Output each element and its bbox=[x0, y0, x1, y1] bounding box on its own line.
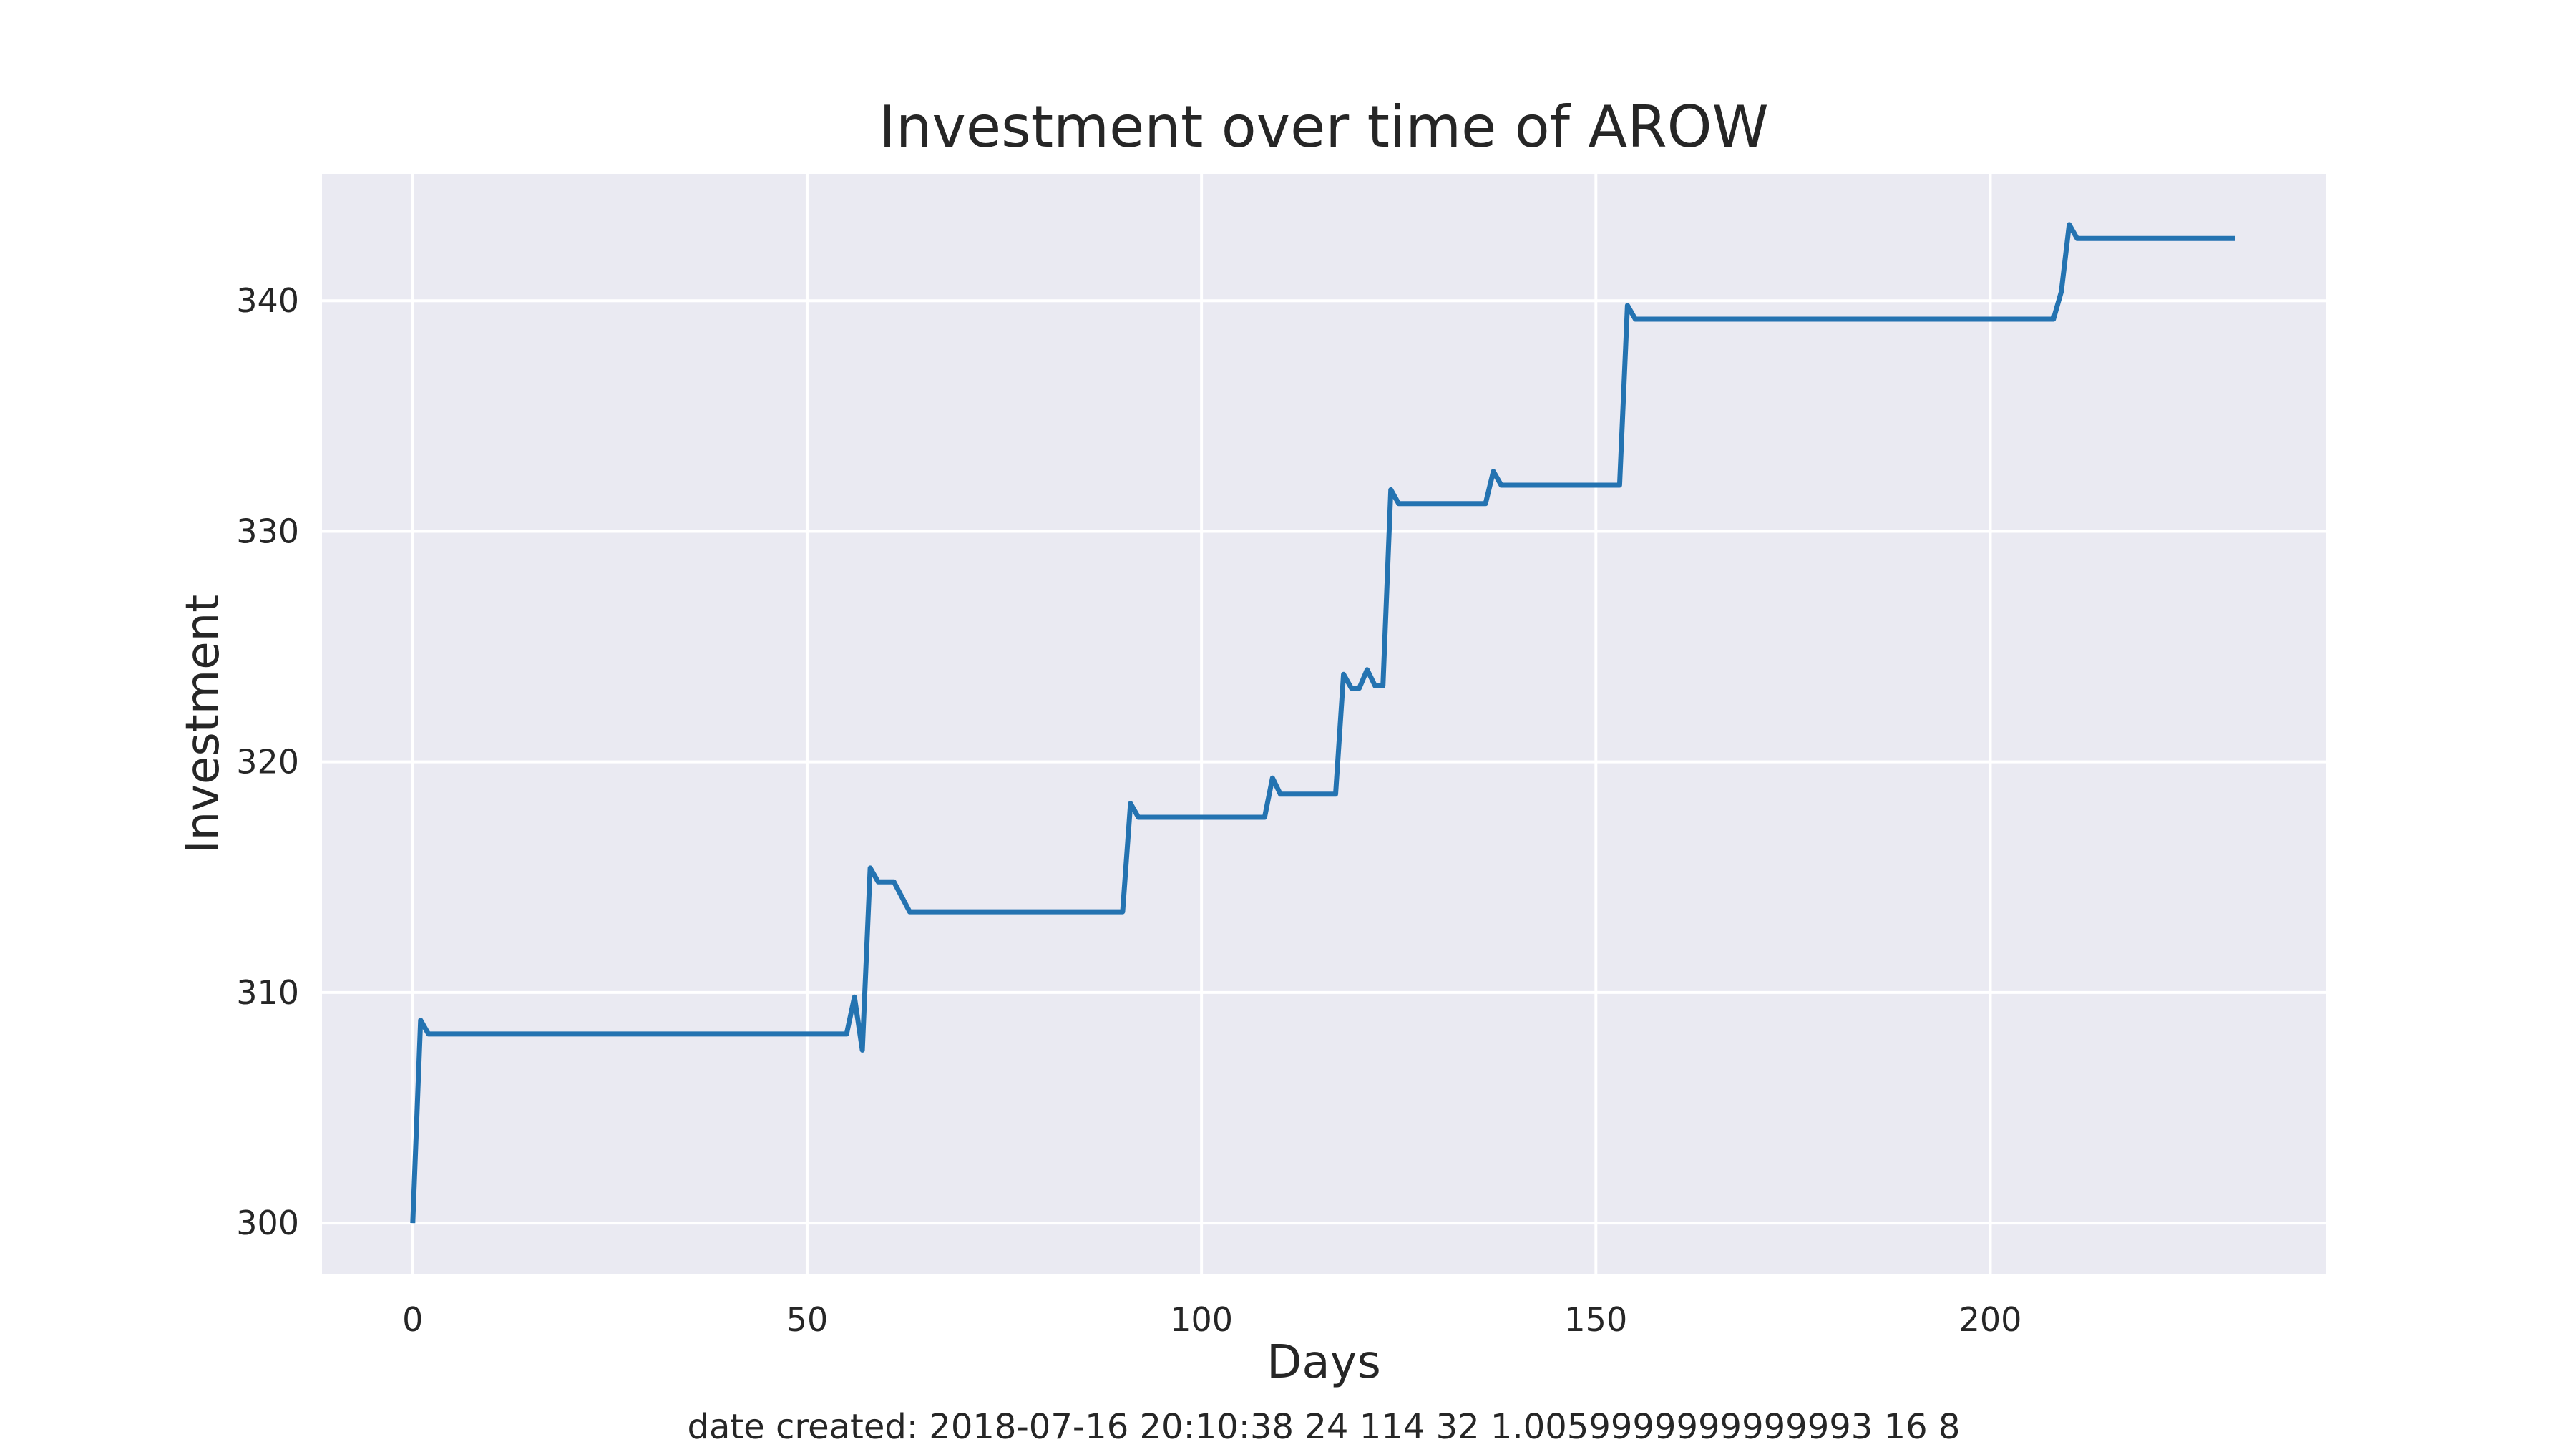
x-tick-label: 150 bbox=[1564, 1300, 1627, 1339]
y-tick-label: 340 bbox=[236, 281, 299, 320]
tick-label-layer: 0 50 100 150 200 300 310 320 330 340 bbox=[236, 281, 2021, 1339]
y-tick-label: 310 bbox=[236, 973, 299, 1012]
series-line bbox=[410, 222, 2235, 1224]
plot-area bbox=[322, 174, 2326, 1274]
y-tick-label: 330 bbox=[236, 512, 299, 550]
x-axis-label: Days bbox=[1267, 1336, 1381, 1389]
footer-note: date created: 2018-07-16 20:10:38 24 114… bbox=[688, 1407, 1961, 1447]
series-layer bbox=[410, 222, 2235, 1224]
grid-layer bbox=[322, 174, 2326, 1274]
x-tick-label: 200 bbox=[1959, 1300, 2022, 1339]
x-tick-label: 0 bbox=[402, 1300, 423, 1339]
y-tick-label: 300 bbox=[236, 1204, 299, 1242]
x-tick-label: 50 bbox=[786, 1300, 829, 1339]
x-tick-label: 100 bbox=[1170, 1300, 1233, 1339]
chart-title: Investment over time of AROW bbox=[879, 94, 1768, 160]
y-axis-label: Investment bbox=[177, 595, 230, 854]
y-tick-label: 320 bbox=[236, 743, 299, 781]
